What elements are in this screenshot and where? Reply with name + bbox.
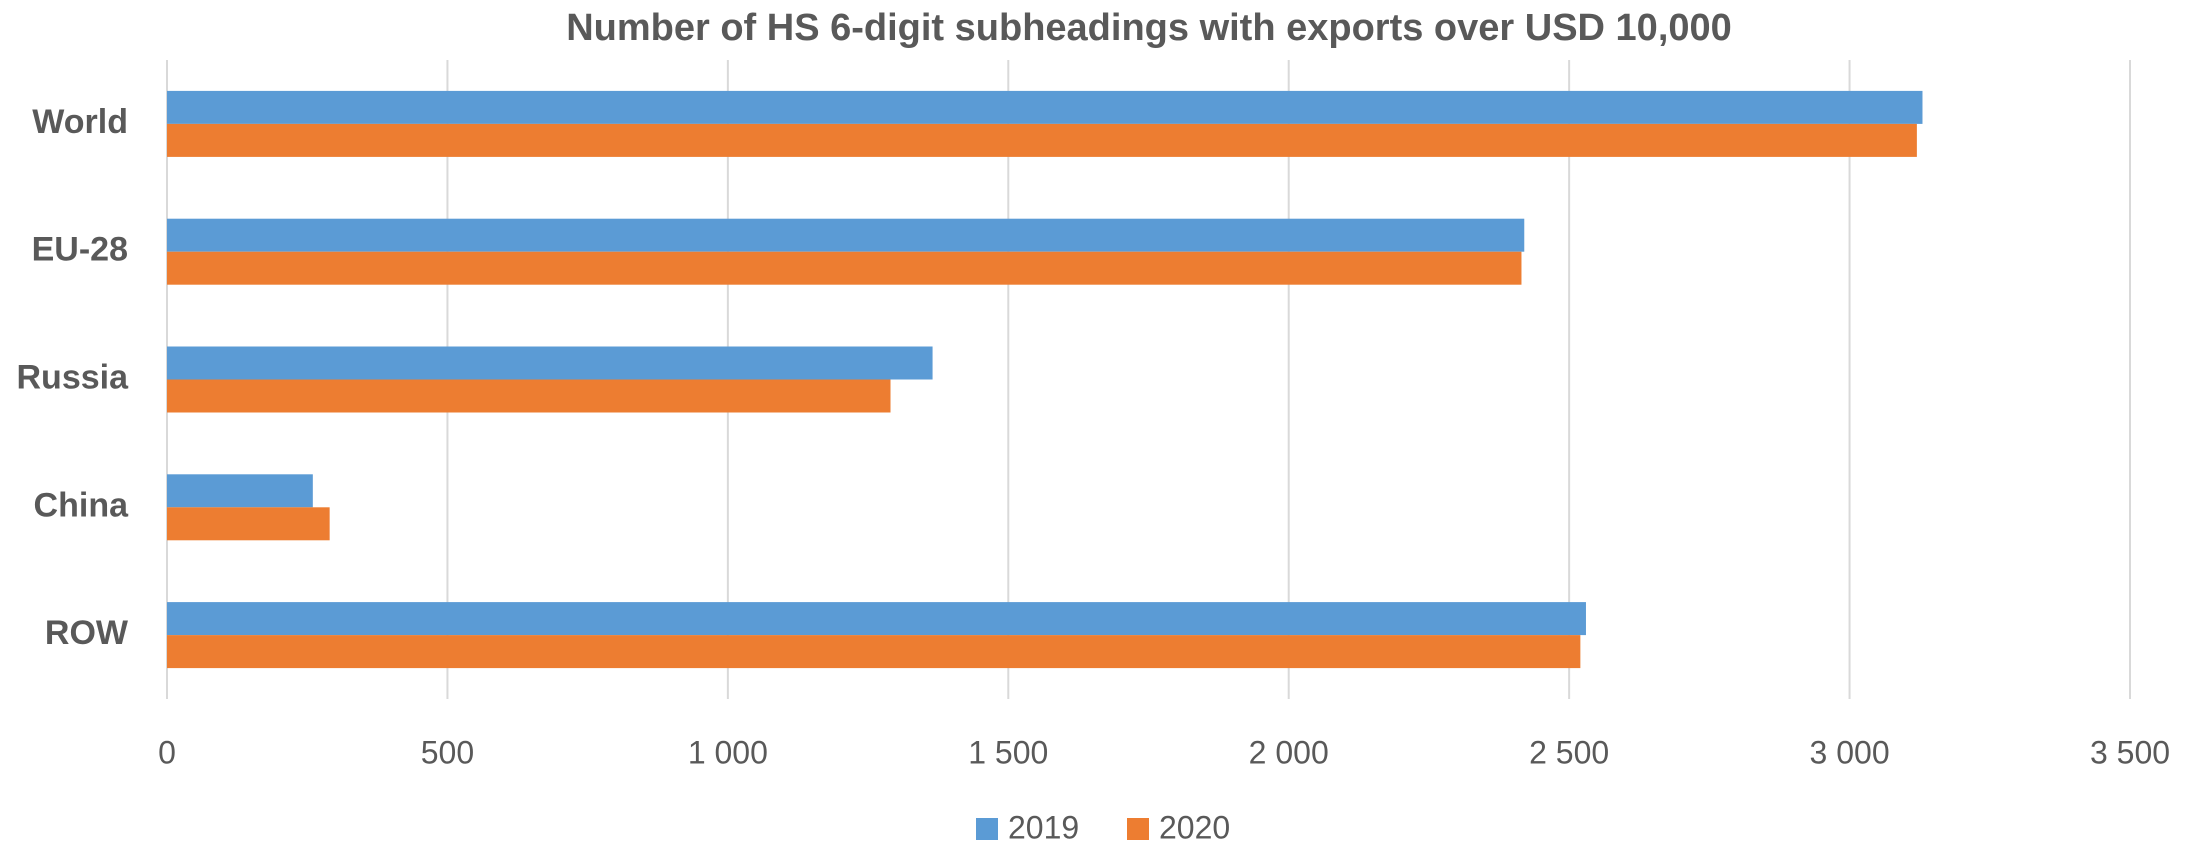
bar <box>167 123 1917 157</box>
legend-swatch <box>1127 818 1149 840</box>
x-tick-label: 500 <box>421 734 474 770</box>
x-tick-label: 2 500 <box>1529 734 1609 770</box>
bar <box>167 346 933 380</box>
legend-label: 2020 <box>1159 809 1230 845</box>
x-tick-label: 1 500 <box>968 734 1048 770</box>
x-tick-label: 1 000 <box>688 734 768 770</box>
chart-title: Number of HS 6-digit subheadings with ex… <box>566 7 1732 49</box>
y-tick-label: Russia <box>17 358 130 396</box>
x-tick-label: 3 500 <box>2090 734 2170 770</box>
bar <box>167 218 1525 252</box>
bar <box>167 507 330 541</box>
x-tick-label: 0 <box>158 734 176 770</box>
bar <box>167 251 1522 285</box>
x-tick-label: 2 000 <box>1249 734 1329 770</box>
bar <box>167 379 891 413</box>
legend-swatch <box>976 818 998 840</box>
legend-label: 2019 <box>1008 809 1079 845</box>
bar <box>167 635 1581 669</box>
y-tick-label: China <box>34 486 130 524</box>
bar <box>167 602 1586 636</box>
y-tick-label: EU-28 <box>32 231 128 269</box>
x-tick-label: 3 000 <box>1810 734 1890 770</box>
bar <box>167 90 1923 124</box>
y-tick-label: World <box>32 103 128 141</box>
y-tick-label: ROW <box>45 614 129 652</box>
bar <box>167 474 313 508</box>
